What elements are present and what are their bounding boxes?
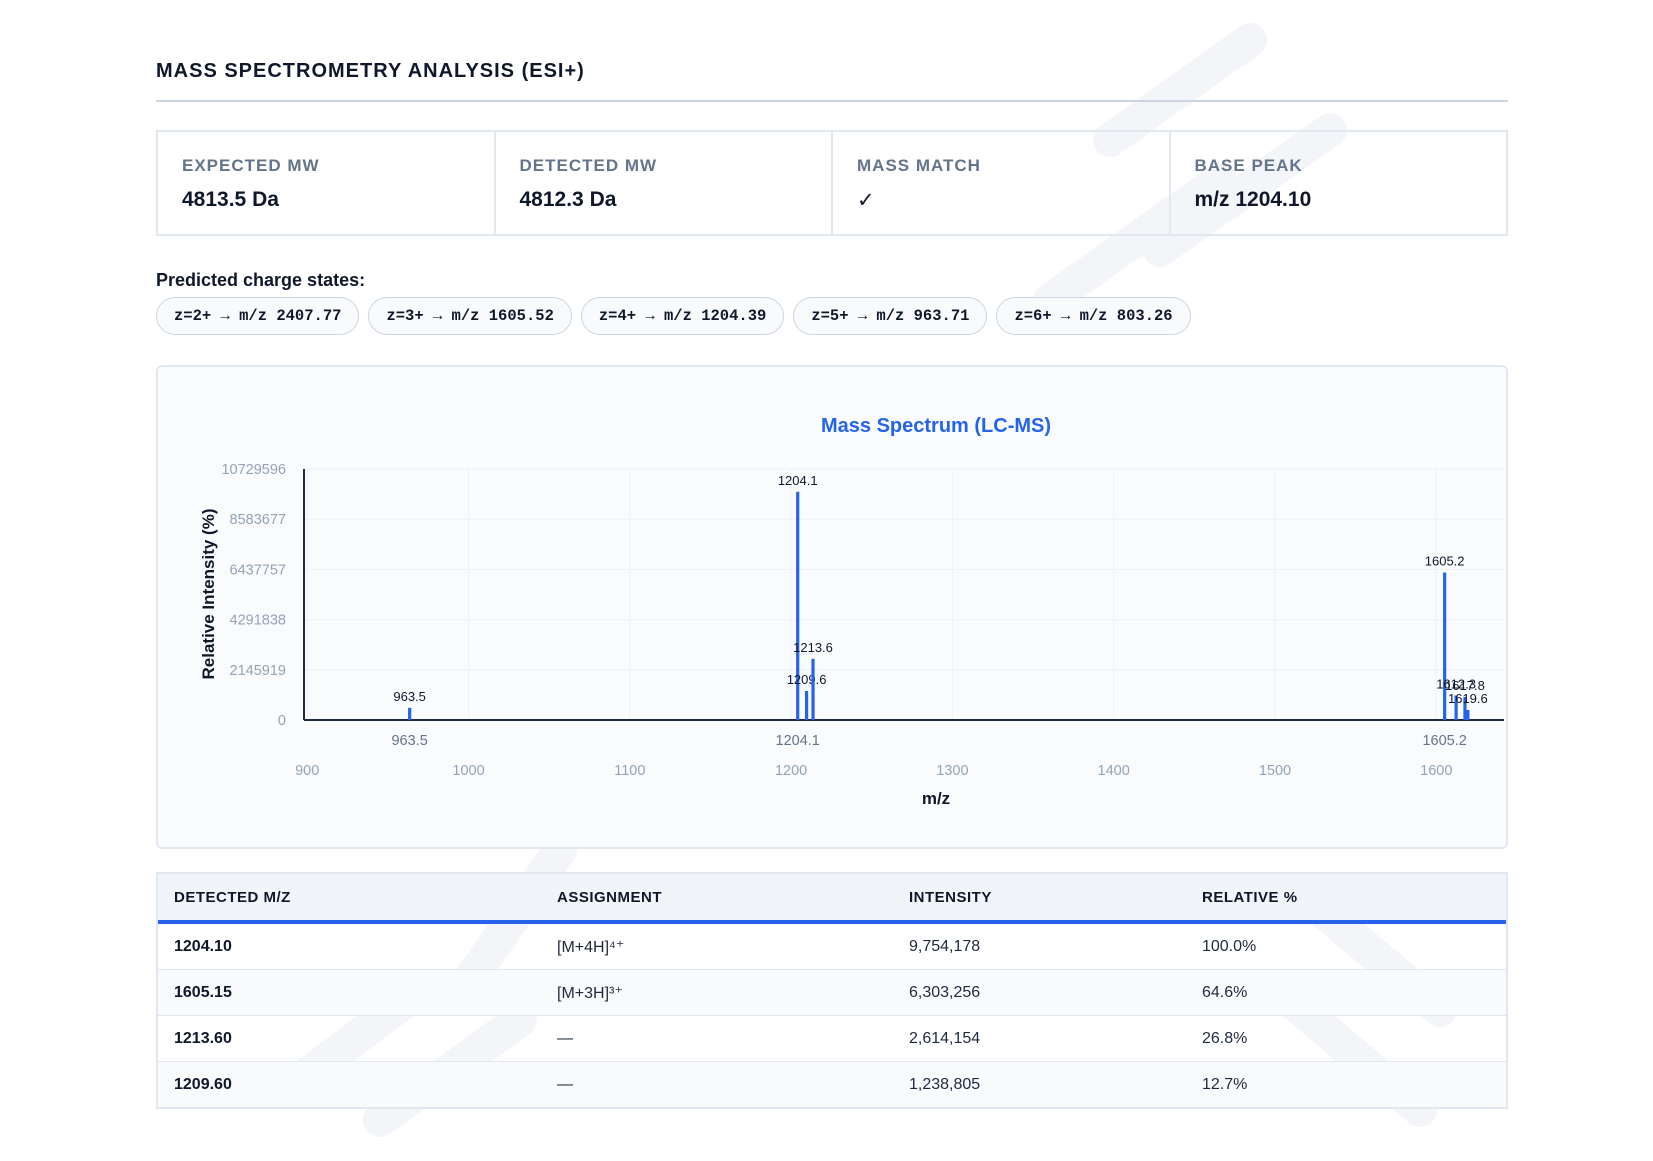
cell-intensity: 1,238,805 xyxy=(893,1061,1186,1107)
metrics-panel: EXPECTED MW 4813.5 Da DETECTED MW 4812.3… xyxy=(156,130,1508,236)
table-row: 1209.60 — 1,238,805 12.7% xyxy=(158,1061,1506,1107)
peak-label: 1619.6 xyxy=(1448,691,1488,706)
spectrum-peak xyxy=(811,658,815,720)
column-header: RELATIVE % xyxy=(1186,874,1506,924)
cell-assignment: — xyxy=(541,1015,893,1062)
spectrum-peak xyxy=(408,707,412,720)
charge-state-chip: z=3+ → m/z 1605.52 xyxy=(368,297,572,335)
cell-mz: 1204.10 xyxy=(158,922,541,970)
y-tick-label: 0 xyxy=(278,713,286,729)
cell-mz: 1213.60 xyxy=(158,1015,541,1062)
spectrum-chart-panel: Mass Spectrum (LC-MS) 0 2145919 4291838 6437… xyxy=(156,365,1508,849)
spectrum-peak xyxy=(1463,697,1467,720)
peak-label: 1612.3 xyxy=(1436,676,1476,691)
column-header: INTENSITY xyxy=(893,874,1186,924)
spectrum-peak xyxy=(1443,572,1447,720)
axis-peak-label: 1204.1 xyxy=(776,733,820,749)
metric-detected-mw: DETECTED MW 4812.3 Da xyxy=(496,132,833,234)
metric-value: 4812.3 Da xyxy=(519,188,617,211)
charge-state-chip: z=6+ → m/z 803.26 xyxy=(996,297,1191,335)
x-tick-label: 1200 xyxy=(775,763,807,779)
x-tick-label: 1500 xyxy=(1259,763,1291,779)
title-divider xyxy=(156,100,1508,102)
cell-relative: 26.8% xyxy=(1186,1015,1506,1062)
metric-mass-match: MASS MATCH ✓ xyxy=(833,132,1171,234)
cell-mz: 1605.15 xyxy=(158,969,541,1016)
y-tick-label: 4291838 xyxy=(230,613,286,629)
spectrum-peak xyxy=(804,691,809,720)
cell-intensity: 6,303,256 xyxy=(893,969,1186,1016)
metric-value: 4813.5 Da xyxy=(182,188,279,211)
y-tick-label: 6437757 xyxy=(230,562,286,578)
metric-label: BASE PEAK xyxy=(1194,156,1303,175)
metric-label: MASS MATCH xyxy=(857,156,981,175)
charge-state-chip: z=5+ → m/z 963.71 xyxy=(793,297,988,335)
chart-title: Mass Spectrum (LC-MS) xyxy=(821,415,1051,437)
cell-assignment: — xyxy=(541,1061,893,1107)
peaks-table-panel: DETECTED M/Z ASSIGNMENT INTENSITY RELATI… xyxy=(156,872,1508,1109)
charge-state-chip: z=4+ → m/z 1204.39 xyxy=(580,297,785,335)
metric-value: m/z 1204.10 xyxy=(1194,188,1312,211)
x-tick-label: 900 xyxy=(295,763,319,779)
cell-assignment: [M+4H]⁴⁺ xyxy=(541,922,893,970)
table-row: 1204.10 [M+4H]⁴⁺ 9,754,178 100.0% xyxy=(158,922,1506,970)
axis-peak-label: 1605.2 xyxy=(1422,733,1466,749)
peak-label: 1204.1 xyxy=(778,473,818,488)
peak-label: 963.5 xyxy=(393,689,426,704)
page-title: MASS SPECTROMETRY ANALYSIS (ESI+) xyxy=(156,60,585,82)
cell-mz: 1209.60 xyxy=(158,1061,541,1107)
metric-label: DETECTED MW xyxy=(519,156,658,175)
peak-label: 1605.2 xyxy=(1425,554,1465,569)
cell-intensity: 9,754,178 xyxy=(893,922,1186,970)
table-row: 1213.60 — 2,614,154 26.8% xyxy=(158,1015,1506,1062)
peak-label: 1213.6 xyxy=(793,640,833,655)
y-tick-label: 2145919 xyxy=(230,663,286,679)
x-tick-label: 1000 xyxy=(452,763,484,779)
metric-base-peak: BASE PEAK m/z 1204.10 xyxy=(1171,132,1507,234)
peak-label: 1209.6 xyxy=(787,672,827,687)
cell-intensity: 2,614,154 xyxy=(893,1015,1186,1062)
check-icon: ✓ xyxy=(857,189,875,212)
x-tick-label: 1600 xyxy=(1420,763,1452,779)
metric-label: EXPECTED MW xyxy=(182,156,320,175)
x-axis-label: m/z xyxy=(922,789,950,808)
x-tick-label: 1300 xyxy=(936,763,968,779)
peaks-table: DETECTED M/Z ASSIGNMENT INTENSITY RELATI… xyxy=(158,874,1506,1107)
axis-peak-label: 963.5 xyxy=(391,733,427,749)
peak-label: 1617.8 xyxy=(1445,678,1485,693)
spectrum-peak xyxy=(1454,695,1458,720)
cell-relative: 12.7% xyxy=(1186,1061,1506,1107)
column-header: DETECTED M/Z xyxy=(158,874,541,924)
spectrum-peak xyxy=(1466,709,1470,720)
charge-state-chip: z=2+ → m/z 2407.77 xyxy=(156,297,360,335)
metric-expected-mw: EXPECTED MW 4813.5 Da xyxy=(158,132,496,234)
charge-states-title: Predicted charge states: xyxy=(156,270,366,290)
cell-relative: 64.6% xyxy=(1186,969,1506,1016)
y-tick-label: 8583677 xyxy=(230,512,286,528)
y-tick-label: 10729596 xyxy=(221,462,286,478)
cell-relative: 100.0% xyxy=(1186,922,1506,970)
column-header: ASSIGNMENT xyxy=(541,874,893,924)
spectrum-peak xyxy=(796,491,800,720)
y-axis-label: Relative Intensity (%) xyxy=(199,509,218,680)
table-header-row: DETECTED M/Z ASSIGNMENT INTENSITY RELATI… xyxy=(158,874,1506,924)
x-tick-label: 1100 xyxy=(614,763,645,779)
charge-state-chips: z=2+ → m/z 2407.77 z=3+ → m/z 1605.52 z=… xyxy=(156,297,1191,335)
table-row: 1605.15 [M+3H]³⁺ 6,303,256 64.6% xyxy=(158,969,1506,1016)
x-tick-label: 1400 xyxy=(1098,763,1130,779)
cell-assignment: [M+3H]³⁺ xyxy=(541,969,893,1016)
